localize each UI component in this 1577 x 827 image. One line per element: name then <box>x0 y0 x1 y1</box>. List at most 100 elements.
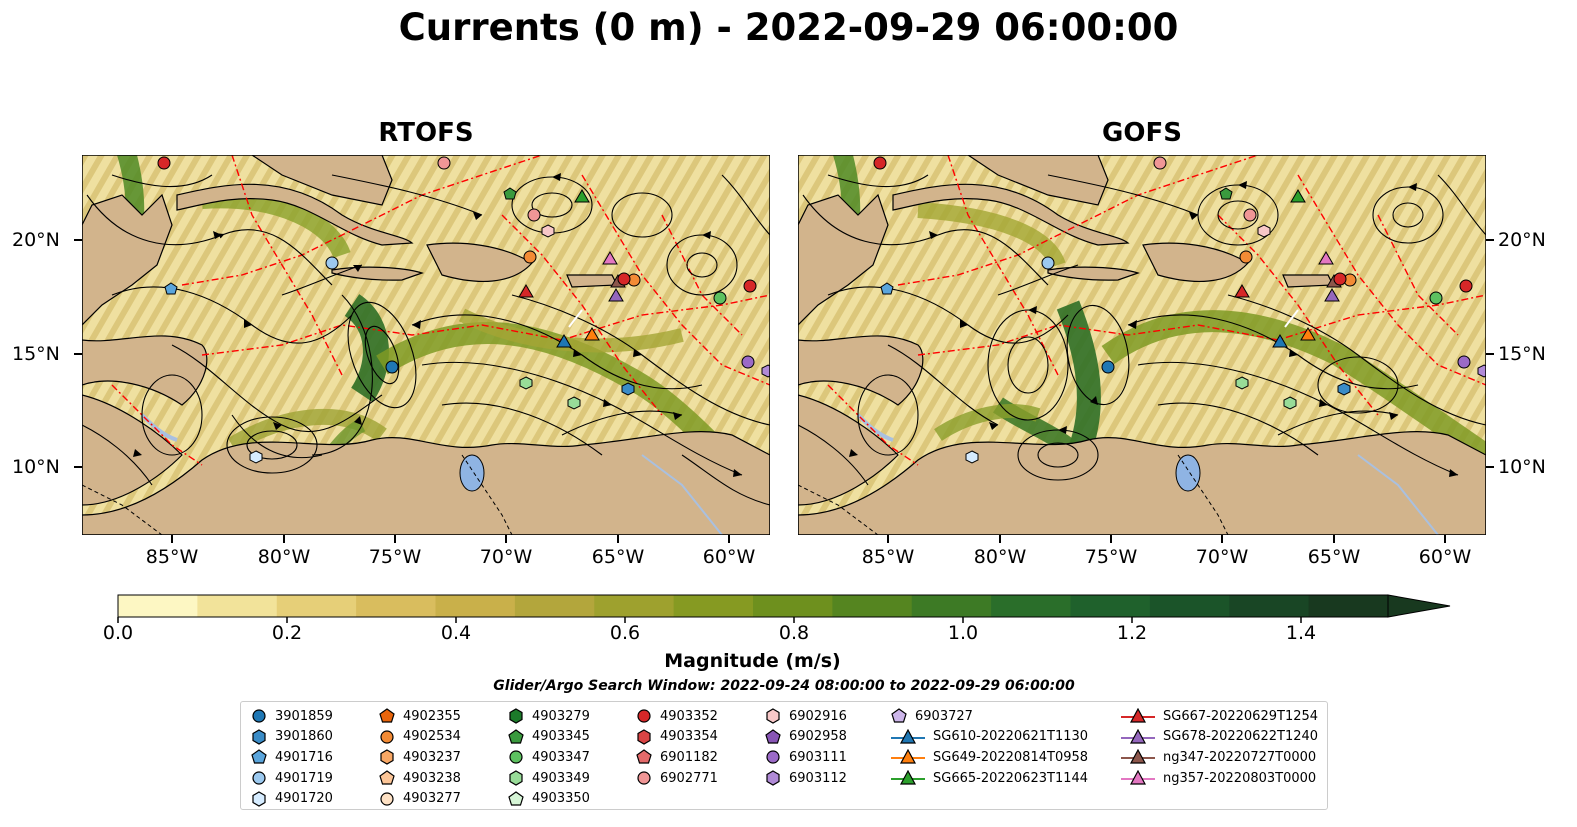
legend-item-label: 4902355 <box>403 708 461 724</box>
lon-label: 60°W <box>702 546 756 568</box>
lat-label-left: 10°N <box>12 456 60 478</box>
hexagon-marker-icon <box>252 729 266 745</box>
legend-item-label: 4903349 <box>532 770 590 786</box>
colorbar-tick-label: 1.0 <box>947 622 979 644</box>
lat-label-right: 15°N <box>1498 343 1546 365</box>
legend-item: 4902534 <box>379 727 461 748</box>
triangle-marker-icon <box>1121 749 1155 765</box>
pentagon-marker-icon <box>636 749 652 765</box>
colorbar-segment <box>356 595 436 617</box>
circle-marker-icon <box>509 750 523 765</box>
legend-item-label: SG610-20220621T1130 <box>933 729 1089 745</box>
colorbar-segment <box>514 595 595 617</box>
triangle-marker-icon <box>1121 708 1155 723</box>
colorbar-segment <box>1149 595 1230 617</box>
legend-item: 4901720 <box>251 788 333 809</box>
pentagon-marker-icon <box>508 729 524 744</box>
legend-item-label: 4903237 <box>403 749 461 765</box>
pentagon-marker-icon <box>379 708 395 723</box>
colorbar-segment <box>435 595 516 617</box>
legend-item-label: SG678-20220622T1240 <box>1163 729 1319 745</box>
legend-item: ng347-20220727T0000 <box>1121 747 1318 768</box>
colorbar-segment <box>1070 595 1151 617</box>
colorbar-extend-arrow <box>1387 594 1451 618</box>
triangle-marker-icon <box>891 728 925 744</box>
legend-item-label: 4901719 <box>275 770 333 786</box>
triangle-marker-icon <box>891 749 925 765</box>
legend-column: 3901859 3901860 4901716 4901719 4901720 <box>251 706 333 809</box>
legend-item-label: 6902916 <box>789 708 847 724</box>
legend-item-label: 4903238 <box>403 770 461 786</box>
lon-label: 70°W <box>1195 546 1249 568</box>
colorbar-tick-label: 0.8 <box>778 622 810 644</box>
pentagon-marker-icon <box>891 708 907 723</box>
legend-item: 3901860 <box>251 727 333 748</box>
colorbar-segment <box>1308 595 1389 617</box>
pentagon-marker-icon <box>508 790 524 806</box>
colorbar-segment <box>276 595 357 617</box>
lon-label: 75°W <box>1084 546 1138 568</box>
colorbar-tick-label: 0.6 <box>609 622 641 644</box>
gofs-current-map <box>798 155 1486 535</box>
lon-label: 65°W <box>1307 546 1361 568</box>
lon-label: 60°W <box>1418 546 1472 568</box>
panel-title-gofs: GOFS <box>1102 118 1182 148</box>
legend-item-label: ng347-20220727T0000 <box>1163 749 1317 765</box>
legend-item: 6903112 <box>765 768 847 789</box>
legend-item: 4903237 <box>379 747 461 768</box>
legend-item: 4903352 <box>636 706 718 727</box>
legend-item-label: 6901182 <box>660 749 718 765</box>
legend-column: 4903352 4903354 6901182 6902771 <box>636 706 718 788</box>
legend-item: 3901859 <box>251 706 333 727</box>
pentagon-marker-icon <box>251 749 267 765</box>
legend-item-label: 6903111 <box>789 749 847 765</box>
colorbar-segment <box>594 595 675 617</box>
legend-item-label: 4903345 <box>532 729 590 745</box>
legend-column: 4902355 4902534 4903237 4903238 4903277 <box>379 706 461 809</box>
circle-marker-icon <box>637 709 651 723</box>
hexagon-marker-icon <box>380 749 394 766</box>
lon-label: 80°W <box>973 546 1027 568</box>
legend-item-label: SG649-20220814T0958 <box>933 749 1089 765</box>
legend-item: SG610-20220621T1130 <box>891 727 1088 748</box>
panel-title-rtofs: RTOFS <box>378 118 474 148</box>
legend-item-label: 6902958 <box>789 729 847 745</box>
lon-label: 85°W <box>145 546 199 568</box>
legend-item-label: 4901720 <box>275 791 333 807</box>
legend-item: SG678-20220622T1240 <box>1121 727 1318 748</box>
colorbar-tick-label: 1.2 <box>1116 622 1148 644</box>
legend-item: 6902916 <box>765 706 847 727</box>
hexagon-marker-icon <box>766 770 780 786</box>
legend-item: 4903279 <box>508 706 590 727</box>
circle-marker-icon <box>380 792 394 806</box>
colorbar-segment <box>911 595 992 617</box>
legend-item: 6903111 <box>765 747 847 768</box>
triangle-marker-icon <box>1121 728 1155 744</box>
lon-label: 70°W <box>479 546 533 568</box>
legend-column: 6903727 SG610-20220621T1130 SG649-20220814… <box>891 706 1088 788</box>
lat-label-left: 20°N <box>12 229 60 251</box>
legend-item-label: 6903112 <box>789 770 847 786</box>
lon-label: 80°W <box>257 546 311 568</box>
colorbar-label: Magnitude (m/s) <box>664 650 841 672</box>
colorbar-segment <box>118 595 198 617</box>
pentagon-marker-icon <box>765 729 781 744</box>
legend-item-label: 6902771 <box>660 770 718 786</box>
legend-item-label: SG667-20220629T1254 <box>1163 708 1319 724</box>
legend-item: 4903347 <box>508 747 590 768</box>
hexagon-marker-icon <box>766 708 780 724</box>
circle-marker-icon <box>380 730 394 744</box>
legend-item-label: 4903279 <box>532 708 590 724</box>
legend-column: SG667-20220629T1254 SG678-20220622T1240 ng… <box>1121 706 1318 788</box>
legend-item-label: ng357-20220803T0000 <box>1163 770 1317 786</box>
colorbar-ticks <box>117 617 1302 623</box>
legend-item: 6903727 <box>891 706 1088 727</box>
colorbar-segment <box>197 595 278 617</box>
lon-label: 75°W <box>368 546 422 568</box>
rtofs-current-map <box>82 155 770 535</box>
legend-item: 4903238 <box>379 768 461 789</box>
colorbar-segment <box>673 595 754 617</box>
circle-marker-icon <box>252 709 266 723</box>
legend-item-label: 4902534 <box>403 729 461 745</box>
pentagon-marker-icon <box>379 770 395 785</box>
